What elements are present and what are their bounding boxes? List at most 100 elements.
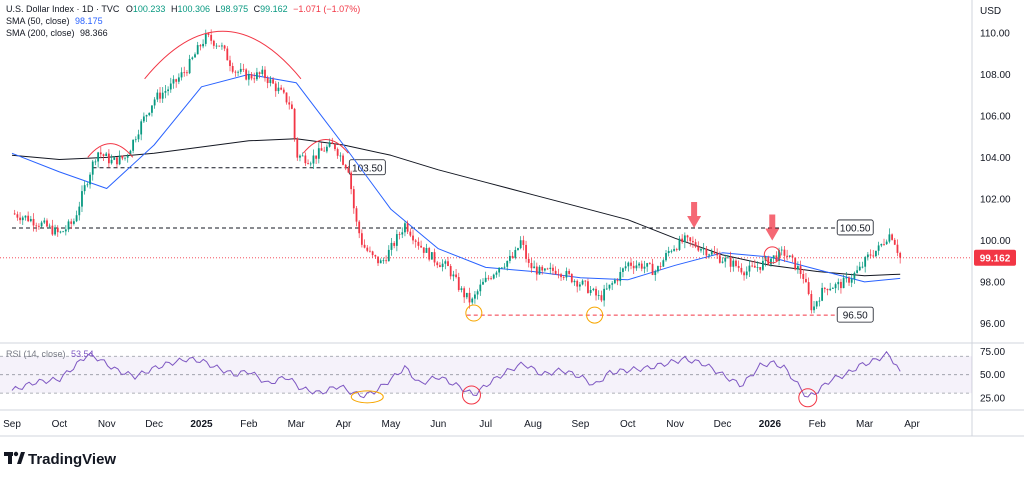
sma200-value: 98.366 [80, 28, 108, 38]
candle-down [716, 253, 719, 256]
top-arc-2 [302, 138, 349, 154]
rsi-value: 53.54 [71, 349, 94, 359]
top-arc-1 [144, 30, 302, 80]
candle-up [538, 266, 541, 275]
candle-up [441, 263, 444, 268]
time-label-8: May [381, 419, 400, 430]
candle-down [229, 60, 231, 67]
candle-up [325, 146, 328, 152]
candle-down [35, 225, 38, 227]
candle-up [842, 277, 845, 289]
candle-up [788, 255, 791, 257]
time-label-4: 2025 [190, 419, 213, 430]
time-label-10: Jul [479, 419, 492, 430]
candle-down [560, 274, 562, 278]
candle-up [97, 152, 100, 162]
price-tick-1: 108.00 [980, 70, 1011, 81]
candle-up [578, 284, 581, 287]
candle-up [710, 251, 713, 255]
candle-up [662, 260, 665, 267]
candle-down [616, 280, 619, 282]
candle-up [221, 45, 223, 47]
candle-down [70, 221, 73, 224]
candle-down [183, 72, 186, 74]
price-axis[interactable]: 110.00 108.00 106.00 104.00 102.00 100.00 98.0… [974, 28, 1016, 404]
candle-up [237, 71, 239, 73]
candle-up [683, 235, 686, 243]
candle-down [455, 274, 457, 278]
tradingview-logo[interactable]: TradingView [4, 451, 116, 468]
candle-down [355, 208, 358, 222]
candle-up [500, 267, 503, 269]
candle-down [541, 266, 544, 271]
candle-down [409, 231, 412, 236]
candle-down [102, 154, 105, 157]
candle-down [896, 244, 899, 253]
candle-up [110, 159, 113, 164]
candle-up [479, 284, 482, 292]
candle-up [91, 161, 94, 175]
candle-up [194, 54, 196, 58]
candle-up [239, 68, 242, 72]
candle-down [320, 148, 323, 151]
candle-up [460, 288, 463, 290]
candle-up [89, 174, 91, 185]
candle-down [794, 257, 797, 270]
candle-up [853, 272, 856, 280]
candle-down [576, 280, 579, 287]
candle-down [786, 255, 789, 257]
candle-up [619, 271, 622, 282]
candle-down [16, 214, 19, 218]
candle-down [398, 234, 401, 235]
chart-legend: U.S. Dollar Index · 1D · TVC O100.233 H1… [6, 4, 1001, 359]
rsi-highlight-2 [798, 388, 818, 408]
candle-up [503, 266, 506, 268]
top-arc-0 [87, 143, 134, 158]
candle-up [622, 268, 624, 272]
time-label-9: Jun [430, 419, 446, 430]
candle-up [204, 33, 207, 44]
candle-down [366, 247, 369, 251]
candle-up [627, 262, 630, 267]
candle-up [395, 234, 398, 246]
candle-down [522, 240, 525, 245]
level-label-box-2 [836, 306, 874, 323]
candle-down [223, 45, 226, 49]
support-resistance-levels: 103.50 100.50 96.50 [0, 159, 972, 323]
candle-down [331, 142, 334, 144]
candle-down [659, 266, 662, 267]
candle-up [202, 43, 204, 47]
candle-down [266, 78, 269, 84]
candle-down [412, 235, 414, 241]
rsi-legend: RSI (14, close) 53.54 [6, 349, 94, 359]
time-label-19: Apr [904, 419, 920, 430]
candle-down [681, 238, 684, 243]
candle-up [845, 277, 848, 279]
candle-up [277, 87, 280, 92]
candle-up [387, 249, 390, 262]
candle-down [694, 242, 697, 247]
candle-up [673, 249, 675, 251]
candle-up [196, 45, 199, 55]
candle-up [145, 115, 148, 117]
candle-up [543, 268, 546, 271]
candle-down [420, 245, 422, 248]
candle-down [584, 280, 587, 282]
time-axis[interactable]: Sep Oct Nov Dec 2025 Feb Mar Apr May Jun Jul Aug Sep… [3, 419, 920, 430]
candle-up [702, 248, 705, 250]
candle-down [304, 155, 307, 164]
candle-up [611, 283, 614, 285]
instrument-legend: U.S. Dollar Index · 1D · TVC O100.233 H1… [6, 4, 360, 14]
time-label-1: Oct [52, 419, 68, 430]
sma200-legend: SMA (200, close) 98.366 [6, 28, 108, 38]
candle-up [573, 280, 576, 283]
candle-down [288, 102, 291, 105]
candle-up [748, 265, 751, 272]
candle-up [549, 267, 552, 270]
candle-down [840, 281, 842, 289]
candle-up [519, 240, 522, 249]
candle-down [264, 69, 266, 79]
candle-up [148, 112, 151, 116]
